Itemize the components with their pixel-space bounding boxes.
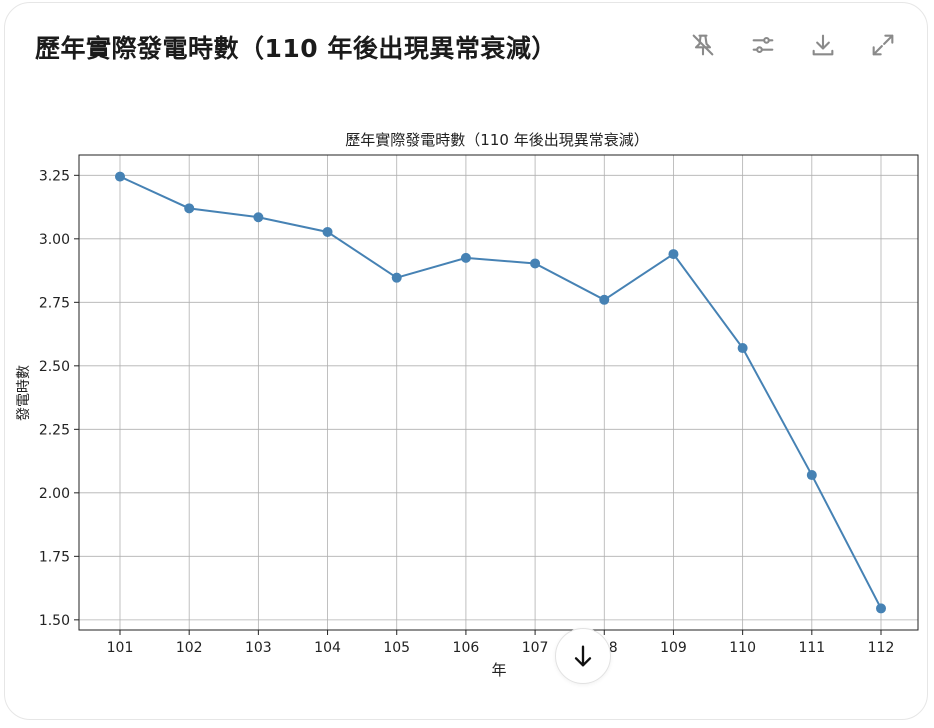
y-tick-label: 1.75 [39, 549, 70, 565]
x-axis: 101102103104105106107108109110111112 [107, 630, 895, 656]
y-axis: 1.50 1.75 2.00 2.25 2.50 2.75 3.00 3.25 [39, 168, 79, 629]
plot-frame [78, 154, 919, 631]
x-tick-label: 102 [176, 640, 203, 656]
data-point [737, 343, 748, 354]
data-point [460, 252, 471, 263]
data-point [806, 470, 817, 481]
x-tick-label: 106 [453, 640, 480, 656]
chart-toolbar [687, 29, 899, 61]
data-point [391, 272, 402, 283]
series-line [119, 175, 882, 609]
y-tick-label: 2.50 [39, 359, 70, 375]
x-tick-label: 107 [522, 640, 549, 656]
x-tick-label: 112 [868, 640, 895, 656]
settings-button[interactable] [747, 29, 779, 61]
chart-title: 歷年實際發電時數（110 年後出現異常衰減） [345, 131, 648, 149]
x-tick-label: 101 [107, 640, 134, 656]
y-tick-label: 3.25 [39, 168, 70, 184]
data-point [322, 226, 333, 237]
data-point [599, 294, 610, 305]
scroll-down-button[interactable] [555, 628, 611, 684]
arrow-down-icon [574, 645, 592, 667]
x-tick-label: 105 [383, 640, 410, 656]
y-tick-label: 3.00 [39, 232, 70, 248]
y-tick-label: 2.75 [39, 295, 70, 311]
x-axis-label: 年 [491, 661, 506, 679]
expand-button[interactable] [867, 29, 899, 61]
x-tick-label: 110 [729, 640, 756, 656]
expand-icon [872, 34, 894, 56]
download-icon [812, 34, 834, 56]
y-tick-label: 2.00 [39, 486, 70, 502]
x-tick-label: 111 [798, 640, 825, 656]
grid [79, 155, 918, 630]
data-point [253, 212, 264, 223]
y-axis-label: 發電時數 [16, 365, 32, 421]
sliders-icon [752, 36, 774, 54]
x-tick-label: 109 [660, 640, 687, 656]
data-point [530, 258, 541, 269]
download-button[interactable] [807, 29, 839, 61]
pin-off-icon [692, 34, 714, 56]
card-title: 歷年實際發電時數（110 年後出現異常衰減） [35, 34, 557, 63]
series [115, 171, 886, 614]
line-chart: 歷年實際發電時數（110 年後出現異常衰減） 1.50 1.75 2.00 2.25 2… [16, 131, 919, 679]
data-point [184, 203, 195, 214]
unpin-button[interactable] [687, 29, 719, 61]
data-point [668, 249, 679, 260]
data-point [115, 171, 125, 182]
x-tick-label: 104 [314, 640, 341, 656]
data-point [876, 603, 886, 614]
x-tick-label: 103 [245, 640, 272, 656]
y-tick-label: 1.50 [39, 613, 70, 629]
y-tick-label: 2.25 [39, 422, 70, 438]
